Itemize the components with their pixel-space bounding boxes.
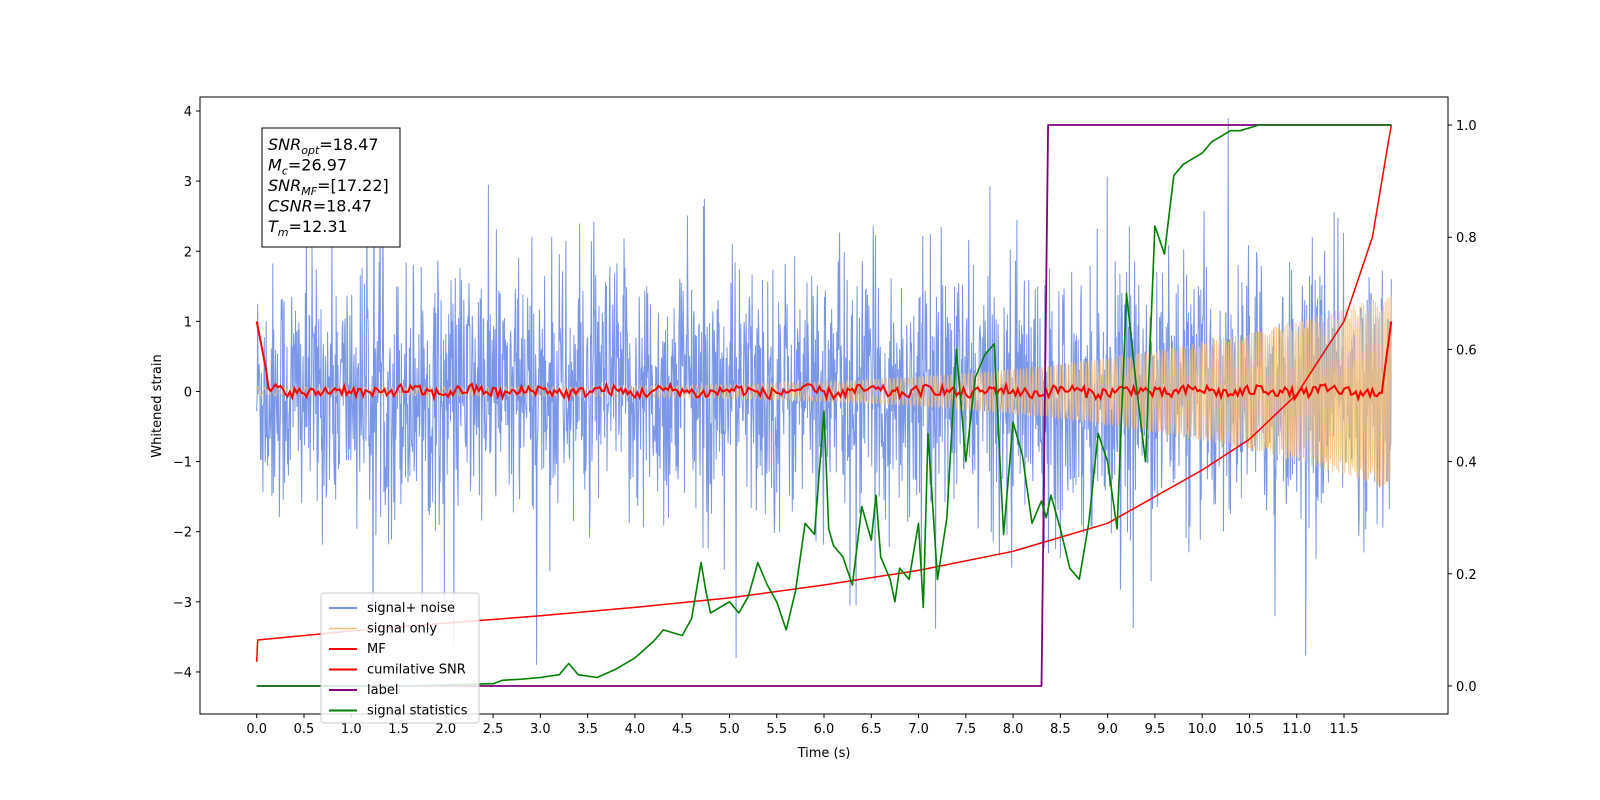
y-left-tick-label: 4	[184, 105, 192, 120]
x-tick-label: 3.0	[530, 722, 551, 737]
y-left-tick-label: −1	[173, 456, 192, 471]
stats-line: SNRopt=18.47	[268, 135, 379, 157]
x-tick-label: 10.0	[1188, 722, 1217, 737]
y-right-tick-label: 0.6	[1456, 343, 1477, 358]
legend-label: signal only	[367, 622, 437, 637]
x-tick-label: 5.5	[766, 722, 787, 737]
x-tick-label: 9.5	[1145, 722, 1166, 737]
x-tick-label: 2.5	[483, 722, 504, 737]
y-right-tick-label: 0.8	[1456, 231, 1477, 246]
x-tick-label: 11.0	[1282, 722, 1311, 737]
legend-label: MF	[367, 642, 386, 657]
x-tick-label: 8.5	[1050, 722, 1071, 737]
legend-label: cumilative SNR	[367, 663, 466, 678]
y-axis-right: 0.0 0.2 0.4 0.6 0.8 1.0	[1448, 119, 1477, 695]
y-left-tick-label: 0	[184, 385, 192, 400]
series-mf-line	[255, 321, 1393, 403]
x-tick-label: 6.0	[814, 722, 835, 737]
x-tick-label: 6.5	[861, 722, 882, 737]
x-tick-label: 5.0	[719, 722, 740, 737]
y-left-tick-label: 3	[184, 175, 192, 190]
x-tick-label: 8.0	[1003, 722, 1024, 737]
y-left-tick-label: −4	[173, 666, 192, 681]
x-tick-label: 7.0	[908, 722, 929, 737]
stats-box-frame	[261, 127, 401, 248]
stats-line: Tm=12.31	[268, 217, 348, 239]
legend-label: label	[367, 683, 398, 698]
x-tick-label: 9.0	[1097, 722, 1118, 737]
x-tick-label: 11.5	[1330, 722, 1359, 737]
legend: signal+ noise signal only MF cumilative SNR…	[320, 592, 480, 724]
y-right-tick-label: 0.2	[1456, 568, 1477, 583]
y-left-tick-label: −2	[173, 526, 192, 541]
legend-label: signal+ noise	[367, 601, 455, 616]
y-axis-left: −4 −3 −2 −1 0 1 2 3 4	[173, 105, 200, 681]
x-tick-label: 1.0	[341, 722, 362, 737]
stats-annotation-box: SNRopt=18.47Mc=26.97SNRMF=[17.22]CSNR=18…	[261, 127, 401, 248]
x-axis-label: Time (s)	[797, 746, 851, 761]
series-label-line	[256, 124, 1392, 687]
stats-line: SNRMF=[17.22]	[268, 176, 389, 198]
x-tick-label: 4.5	[672, 722, 693, 737]
y-axis-label: Whitened strain	[150, 354, 165, 457]
y-right-tick-label: 1.0	[1456, 119, 1477, 134]
x-tick-label: 10.5	[1235, 722, 1264, 737]
x-tick-label: 0.0	[246, 722, 267, 737]
stats-line: Mc=26.97	[268, 156, 347, 178]
y-left-tick-label: 1	[184, 315, 192, 330]
x-tick-label: 1.5	[388, 722, 409, 737]
y-right-tick-label: 0.4	[1456, 456, 1477, 471]
series-signal-statistics-line	[256, 124, 1392, 687]
y-left-tick-label: 2	[184, 245, 192, 260]
legend-label: signal statistics	[367, 704, 468, 719]
legend-frame	[320, 592, 480, 724]
x-tick-label: 2.0	[435, 722, 456, 737]
y-right-tick-label: 0.0	[1456, 680, 1477, 695]
x-tick-label: 7.5	[955, 722, 976, 737]
stats-line: CSNR=18.47	[268, 197, 372, 216]
x-tick-label: 4.0	[625, 722, 646, 737]
x-tick-label: 0.5	[294, 722, 315, 737]
x-axis: 0.0 0.5 1.0 1.5 2.0 2.5 3.0 3.5 4.0 4.5 5.0 5.5 6.0 6…	[246, 714, 1358, 737]
y-left-tick-label: −3	[173, 596, 192, 611]
x-tick-label: 3.5	[577, 722, 598, 737]
